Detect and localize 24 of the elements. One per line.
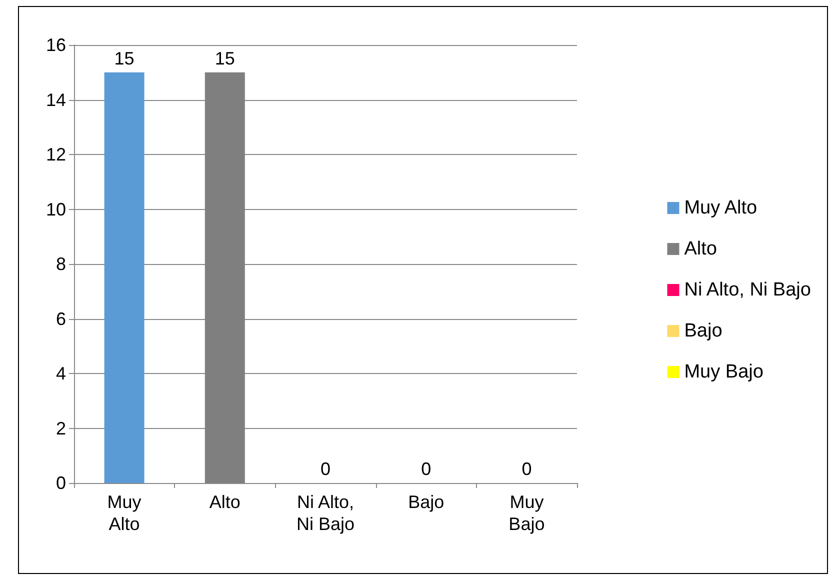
- legend-label: Muy Bajo: [684, 362, 764, 382]
- y-tick-label: 4: [56, 364, 66, 384]
- y-tick-label: 8: [56, 254, 66, 274]
- y-tick-label: 12: [46, 144, 66, 164]
- data-label: 0: [421, 459, 432, 479]
- x-tick-label: Muy Bajo: [508, 492, 545, 534]
- y-tick-label: 14: [46, 90, 66, 110]
- x-tick-label: Alto: [209, 492, 240, 512]
- legend-label: Ni Alto, Ni Bajo: [684, 280, 811, 300]
- y-tick-label: 2: [56, 418, 66, 438]
- y-tick-label: 16: [46, 35, 66, 55]
- y-tick-label: 6: [56, 308, 66, 329]
- data-label: 0: [320, 459, 331, 479]
- y-tick-label: 0: [56, 473, 66, 493]
- data-label: 0: [522, 459, 532, 479]
- legend-label: Muy Alto: [684, 198, 758, 218]
- x-tick-label: Bajo: [408, 492, 444, 512]
- x-tick-label: Ni Alto, Ni Bajo: [296, 492, 355, 534]
- y-tick-label: 10: [46, 199, 66, 220]
- x-tick-label: Muy Alto: [107, 492, 142, 534]
- legend-label: Bajo: [684, 320, 722, 342]
- data-label: 15: [214, 48, 235, 68]
- data-label: 15: [114, 48, 134, 68]
- legend-label: Alto: [684, 238, 717, 260]
